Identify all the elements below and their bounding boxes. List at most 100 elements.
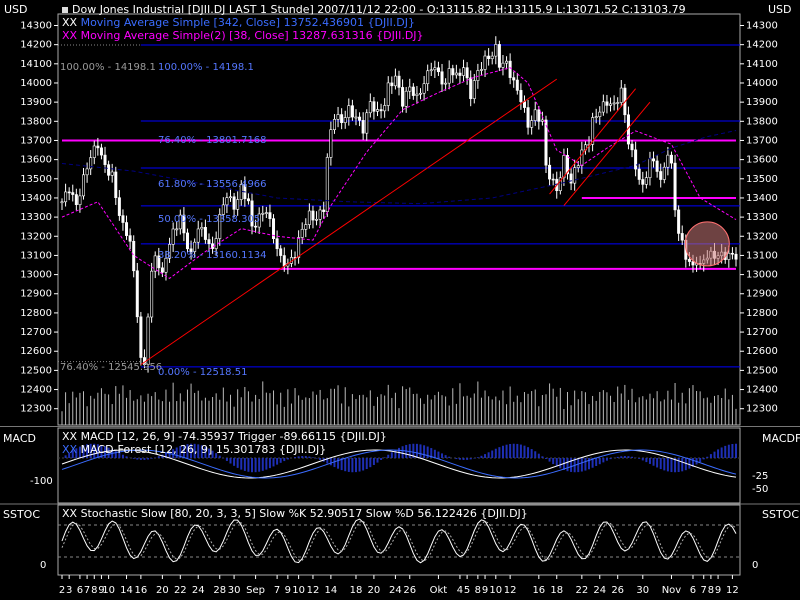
candle-body [379,109,383,112]
candle-body [447,68,451,84]
x-tick-label: 14 [120,585,133,596]
x-tick-label: 10 [102,585,115,596]
x-tick-label: Nov [662,585,682,596]
candle-body [533,109,537,121]
candle-body [117,197,121,216]
candle-body [332,119,336,130]
candle-body [386,82,390,106]
candle-body [558,177,562,191]
candle-body [487,55,491,59]
candle-body [89,157,93,170]
candle-body [605,101,609,106]
candle-body [637,168,641,180]
candle-body [311,210,315,221]
candle-body [146,316,150,365]
candle-body [254,225,258,228]
candle-body [368,101,372,114]
candle-body [472,80,476,99]
candle-body [157,255,161,269]
x-tick-label: 16 [532,585,545,596]
x-tick-label: 7 [84,585,90,596]
candle-body [734,253,738,260]
y-tick-label-left: 14200 [20,40,52,51]
y-tick-label-left: 12900 [20,289,52,300]
candle-body [82,174,86,197]
candle-body [415,93,419,96]
candle-body [121,215,125,223]
candle-body [451,68,455,76]
x-tick-label: 8 [475,585,481,596]
candle-body [551,178,555,181]
x-tick-label: 24 [192,585,205,596]
ma-long-line [61,130,737,205]
macd-line [61,449,737,479]
x-tick-label: 9 [98,585,104,596]
candle-body [419,92,423,95]
y-tick-label-left: 12300 [20,404,52,415]
candle-body [304,224,308,230]
x-tick-label: 7 [274,585,280,596]
candle-body [282,255,286,267]
candle-body [652,158,656,162]
x-tick-label: 9 [285,585,291,596]
candle-body [444,82,448,85]
candle-body [569,173,573,184]
candle-body [408,86,412,92]
candle-body [96,145,100,149]
macd-trigger-line [61,449,737,479]
candle-body [383,105,387,112]
y-tick-label-left: 12800 [20,308,52,319]
y-tick-label-left: 14000 [20,78,52,89]
candle-body [691,261,695,266]
candle-body [573,167,577,184]
candle-body [329,129,333,158]
candle-body [497,44,501,68]
candle-body [221,204,225,215]
candle-body [422,83,426,94]
x-tick-label: 3 [66,585,72,596]
candle-body [107,164,111,176]
candle-body [483,55,487,70]
candle-body [469,77,473,99]
candle-body [677,209,681,234]
candle-body [229,196,233,199]
candle-body [372,101,376,112]
candle-body [576,165,580,168]
x-tick-label: 4 [457,585,463,596]
y-tick-label-right: 12900 [746,289,778,300]
y-tick-label-right: 14300 [746,20,778,31]
candle-body [203,227,207,240]
candle-body [490,55,494,59]
candle-body [630,143,634,151]
y-tick-label-right: 12800 [746,308,778,319]
candle-body [519,90,523,102]
y-tick-label-right: 12400 [746,385,778,396]
candle-body [218,214,222,239]
candle-body [687,259,691,262]
candle-body [60,201,64,204]
candle-body [246,198,250,202]
x-tick-label: 20 [156,585,169,596]
candle-body [522,101,526,108]
candle-body [232,196,236,210]
x-tick-label: 24 [389,585,402,596]
y-tick-label-left: 13200 [20,231,52,242]
candle-body [544,119,548,166]
x-tick-label: 14 [325,585,338,596]
y-tick-label-right: 13100 [746,250,778,261]
y-tick-label-right: 13700 [746,135,778,146]
candle-body [85,168,89,176]
candle-body [257,213,261,228]
candle-body [548,164,552,180]
y-tick-label-right: 12500 [746,365,778,376]
candle-body [236,199,240,210]
y-tick-label-left: 13600 [20,155,52,166]
candle-body [336,114,340,120]
x-tick-label: 9 [482,585,488,596]
y-tick-label-right: 14000 [746,78,778,89]
candle-body [505,60,509,64]
candle-body [440,71,444,85]
x-tick-label: 24 [593,585,606,596]
candle-body [426,70,430,85]
candle-body [128,235,132,242]
